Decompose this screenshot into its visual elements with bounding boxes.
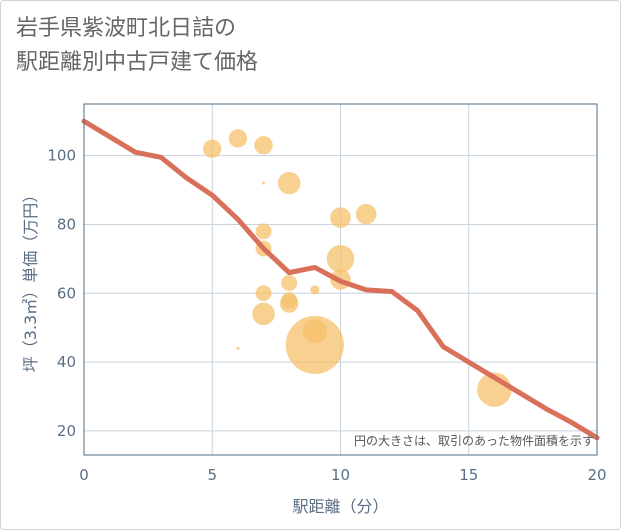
y-tick-label-2: 60 — [57, 284, 76, 302]
plot-border — [83, 103, 598, 456]
bubble-point-19 — [355, 203, 377, 225]
bubble-point-10 — [281, 274, 298, 291]
y-tick-label-1: 40 — [57, 353, 76, 371]
bubble-point-15 — [285, 315, 344, 374]
bubble-point-1 — [228, 129, 248, 148]
bubble-point-17 — [326, 245, 355, 273]
bubble-point-7 — [262, 181, 266, 185]
chart-title: 岩手県紫波町北日詰の 駅距離別中古戸建て価格 — [16, 12, 258, 80]
x-tick-label-3: 15 — [459, 466, 478, 484]
bubble-point-5 — [255, 285, 272, 302]
x-axis-ticks: 0 5 10 15 20 — [79, 466, 606, 484]
bubble-point-8 — [236, 346, 240, 350]
x-tick-label-1: 5 — [207, 466, 217, 484]
y-axis-ticks: 20 40 60 80 100 — [47, 147, 76, 440]
bubble-point-16 — [330, 207, 351, 228]
bubble-point-9 — [277, 171, 301, 195]
y-axis-title: 坪（3.3㎡）単価（万円） — [21, 187, 40, 372]
y-tick-label-0: 20 — [57, 422, 76, 440]
trend-line-group — [81, 118, 600, 441]
size-annotation: 円の大きさは、取引のあった物件面積を示す — [354, 433, 594, 448]
chart-title-line-1: 岩手県紫波町北日詰の — [16, 16, 237, 41]
bubble-point-6 — [252, 302, 275, 326]
bubble-series — [203, 129, 512, 407]
bubble-point-14 — [302, 318, 328, 344]
chart-title-line-2: 駅距離別中古戸建て価格 — [16, 50, 259, 75]
x-axis-title: 駅距離（分） — [292, 497, 388, 516]
bubble-point-11 — [281, 292, 298, 309]
x-tick-label-2: 10 — [331, 466, 350, 484]
trend-line — [81, 118, 600, 441]
y-tick-label-4: 100 — [47, 147, 76, 165]
bubble-point-13 — [310, 285, 320, 295]
bubble-point-0 — [203, 139, 222, 158]
y-tick-label-3: 80 — [57, 215, 76, 233]
bubble-point-2 — [254, 136, 273, 155]
bubble-point-3 — [255, 223, 272, 240]
x-tick-label-0: 0 — [79, 466, 89, 484]
x-tick-label-4: 20 — [587, 466, 606, 484]
